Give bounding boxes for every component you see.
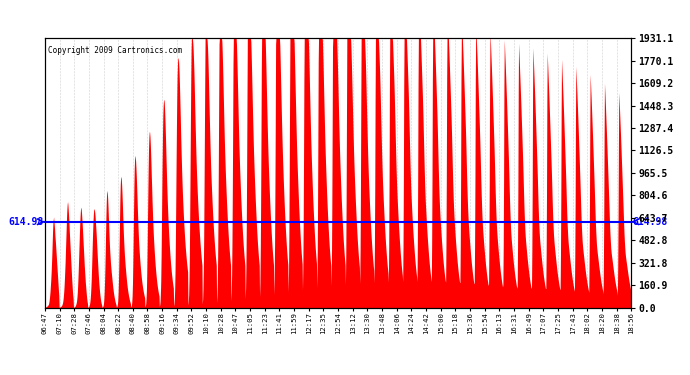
Text: 614.98: 614.98 — [9, 217, 44, 227]
Text: West Array Actual Power (red) & Average Power (blue) (Watts) Thu Mar 26 19:04: West Array Actual Power (red) & Average … — [70, 9, 620, 22]
Text: Copyright 2009 Cartronics.com: Copyright 2009 Cartronics.com — [48, 46, 182, 56]
Text: 614.98: 614.98 — [633, 217, 668, 227]
